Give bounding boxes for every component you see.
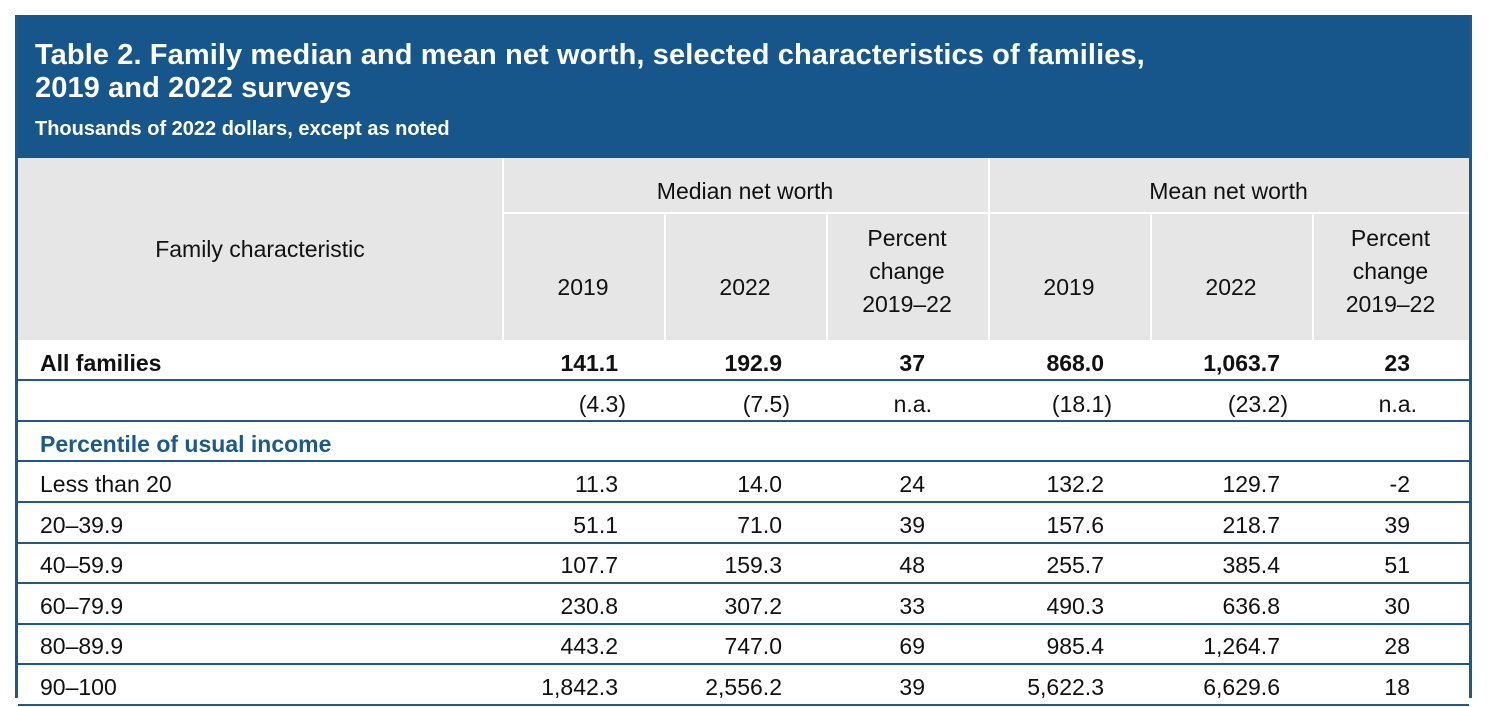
table-cell: 132.2 [1046,471,1104,497]
table-cell: (23.2) [1227,391,1288,417]
median-2022-header: 2022 [719,274,771,300]
table-cell: (18.1) [1051,391,1112,417]
table-cell: 71.0 [737,511,782,538]
table-cell: 23 [1384,350,1410,376]
median-net-worth-header: Median net worth [656,178,834,204]
title-line-2: 2019 and 2022 surveys [35,72,352,104]
family-characteristic-header: Family characteristic [155,236,365,262]
table-cell: 39 [899,511,925,538]
table-cell: 1,063.7 [1203,350,1280,376]
data-table: Family characteristic Median net worth M… [18,158,1469,706]
section-heading: Percentile of usual income [40,431,332,457]
title-line-1: Table 2. Family median and mean net wort… [35,39,1145,71]
table-cell: 159.3 [724,552,782,578]
table-cell: 24 [899,471,925,497]
table-cell: 37 [899,350,925,376]
table-cell: 636.8 [1222,592,1280,619]
table-cell: 385.4 [1222,552,1280,578]
table-cell: 28 [1384,633,1410,659]
table-cell: 51 [1384,552,1410,578]
table-cell: 107.7 [560,552,618,578]
table-cell: 868.0 [1046,350,1104,376]
table-cell: 39 [899,673,925,700]
table-cell: n.a. [1378,391,1417,417]
table-cell: 33 [899,592,925,619]
table-cell: 39 [1384,511,1410,538]
table-cell: 5,622.3 [1027,673,1104,700]
table-cell: 443.2 [560,633,618,659]
mean-2022-header: 2022 [1205,274,1257,300]
table-cell: 307.2 [724,592,782,619]
table-cell: 1,264.7 [1203,633,1280,659]
column-header-area [18,158,1469,340]
table-cell: n.a. [893,391,932,417]
table-cell: 11.3 [574,471,618,497]
table-cell: 51.1 [573,511,618,538]
table-cell: 490.3 [1046,592,1104,619]
row-label: Less than 20 [40,471,172,497]
row-label: 20–39.9 [40,511,124,538]
table-cell: 30 [1384,592,1410,619]
table-cell: 157.6 [1046,511,1104,538]
table-cell: 1,842.3 [541,673,618,700]
table-cell: -2 [1389,471,1410,497]
table-cell: (7.5) [742,391,790,417]
table-cell: 18 [1384,673,1410,700]
row-label: 80–89.9 [40,633,124,659]
median-2019-header: 2019 [557,274,609,300]
table-cell: 129.7 [1222,471,1280,497]
row-label: 60–79.9 [40,592,124,619]
table-cell: 141.1 [560,350,618,376]
table-cell: 14.0 [737,471,782,497]
table-cell: 69 [899,633,925,659]
table-cell: 192.9 [724,350,782,376]
mean-percent-change-header: Percent change 2019–22 [1345,225,1436,317]
all-families-label: All families [40,350,162,376]
table-cell: 6,629.6 [1203,673,1280,700]
median-percent-change-header: Percent change 2019–22 [862,225,952,317]
table-cell: 218.7 [1222,511,1280,538]
table-cell: 2,556.2 [705,673,782,700]
table-cell: 48 [899,552,925,578]
mean-net-worth-header: Mean net worth [1149,178,1308,204]
table-frame: Table 2. Family median and mean net wort… [15,15,1472,706]
table-subtitle: Thousands of 2022 dollars, except as not… [35,118,450,140]
row-label: 90–100 [40,673,117,700]
table-cell: 985.4 [1046,633,1104,659]
table-cell: 255.7 [1046,552,1104,578]
table-cell: (4.3) [578,391,626,417]
mean-2019-header: 2019 [1043,274,1095,300]
table-cell: 747.0 [724,633,782,659]
table-cell: 230.8 [560,592,618,619]
row-label: 40–59.9 [40,552,124,578]
table-title: Table 2. Family median and mean net wort… [35,39,1235,105]
table-header-banner: Table 2. Family median and mean net wort… [18,15,1469,158]
